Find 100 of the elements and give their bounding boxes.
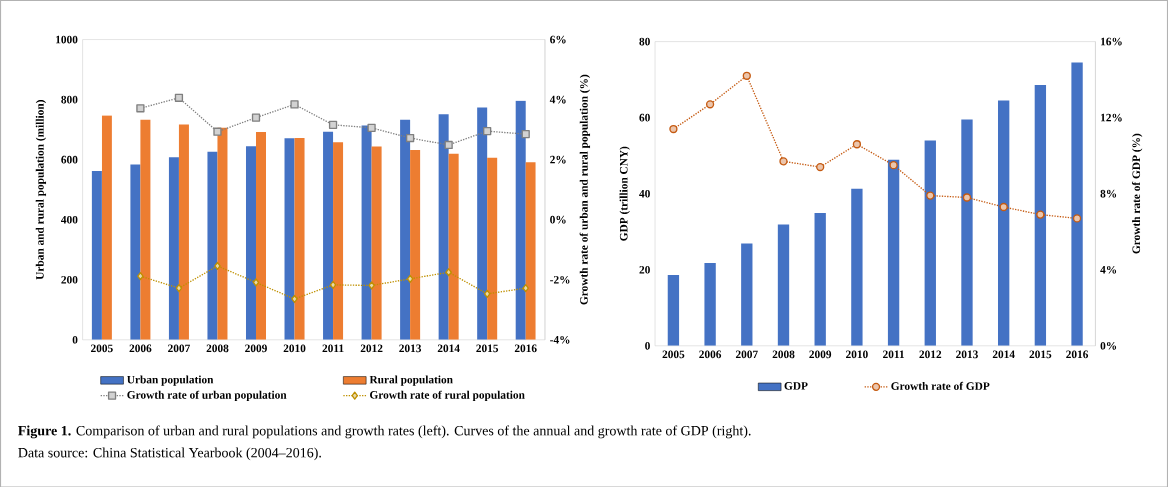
point xyxy=(522,283,529,293)
bar xyxy=(140,119,151,340)
x-tick-label: 2010 xyxy=(846,350,868,358)
point xyxy=(405,133,415,142)
x-tick-label: 2012 xyxy=(919,350,942,358)
bar xyxy=(777,224,790,346)
bar xyxy=(961,119,973,346)
legend-label: Growth rate of GDP xyxy=(891,381,990,390)
point xyxy=(137,271,144,281)
y2-tick-label: -2% xyxy=(550,275,570,284)
bar xyxy=(101,115,112,340)
y2-axis-title: Growth rate of urban and rural population (%) xyxy=(579,74,591,305)
point xyxy=(367,123,376,132)
bar xyxy=(1034,84,1047,346)
bar xyxy=(477,107,488,340)
point xyxy=(136,103,145,113)
y2-tick-label: 2% xyxy=(550,155,566,164)
bar xyxy=(91,170,102,340)
point xyxy=(779,157,788,166)
bar xyxy=(410,149,421,340)
x-tick-label: 2016 xyxy=(514,344,537,352)
legend-label: Growth rate of urban population xyxy=(127,390,287,401)
point xyxy=(669,124,678,133)
point xyxy=(291,294,298,303)
bar xyxy=(814,212,826,346)
y-axis-title: GDP (trillion CNY) xyxy=(619,146,630,241)
bar xyxy=(438,114,449,340)
bar xyxy=(361,125,372,340)
y-tick-label: 200 xyxy=(61,275,78,284)
point xyxy=(252,278,260,287)
point xyxy=(328,120,338,129)
x-tick-label: 2016 xyxy=(1066,350,1089,358)
bar xyxy=(741,243,753,346)
y-axis-title: Urban and rural population (million) xyxy=(35,99,47,280)
point xyxy=(290,100,299,109)
bar xyxy=(323,131,334,340)
point xyxy=(705,99,715,109)
y-tick-label: 40 xyxy=(639,189,650,198)
bar xyxy=(245,145,256,340)
x-tick-label: 2006 xyxy=(129,344,152,352)
point xyxy=(1036,210,1045,219)
x-tick-label: 2012 xyxy=(360,344,383,352)
y-tick-label: 1000 xyxy=(56,35,78,44)
bar xyxy=(207,151,218,340)
bar xyxy=(704,262,716,346)
point xyxy=(889,160,898,170)
x-tick-label: 2011 xyxy=(322,344,344,352)
y-tick-label: 60 xyxy=(639,113,650,122)
x-tick-label: 2005 xyxy=(91,344,113,352)
x-tick-label: 2015 xyxy=(1029,350,1052,358)
y2-tick-label: 8% xyxy=(1100,189,1117,198)
y2-tick-label: 0% xyxy=(1100,341,1117,350)
point xyxy=(742,71,751,80)
point xyxy=(214,261,221,270)
x-tick-label: 2014 xyxy=(437,344,460,352)
point xyxy=(483,126,492,136)
y-tick-label: 800 xyxy=(61,95,78,104)
bar xyxy=(400,119,411,340)
y-tick-label: 400 xyxy=(61,215,78,224)
legend-label: Urban population xyxy=(127,375,214,386)
bar xyxy=(371,146,382,340)
x-tick-label: 2008 xyxy=(206,344,229,352)
bar xyxy=(284,138,295,340)
x-tick-label: 2006 xyxy=(699,350,722,358)
y-tick-label: 600 xyxy=(61,155,78,164)
point xyxy=(483,289,491,298)
x-tick-label: 2009 xyxy=(245,344,267,352)
bar xyxy=(487,157,498,340)
legend-label: Rural population xyxy=(369,375,453,386)
y2-tick-label: 16% xyxy=(1101,37,1122,46)
y2-axis-title: Growth rate of GDP (%) xyxy=(1131,133,1143,254)
point xyxy=(406,274,414,283)
point xyxy=(445,267,452,277)
x-tick-label: 2014 xyxy=(992,350,1015,358)
bar xyxy=(255,131,266,340)
point xyxy=(926,191,935,200)
y2-tick-label: 0% xyxy=(550,215,566,224)
x-tick-label: 2008 xyxy=(772,350,795,358)
x-tick-label: 2007 xyxy=(735,350,758,358)
y2-tick-label: -4% xyxy=(550,335,570,344)
x-tick-label: 2009 xyxy=(809,350,832,358)
x-tick-label: 2011 xyxy=(883,350,905,358)
y2-tick-label: 4% xyxy=(1100,265,1117,274)
bar xyxy=(1071,62,1083,346)
source-note: Data source: China Statistical Yearbook (2004–2016). xyxy=(18,447,321,461)
point xyxy=(852,139,862,149)
bar xyxy=(168,157,179,340)
point xyxy=(368,281,375,290)
point xyxy=(999,202,1008,211)
bar xyxy=(217,127,228,340)
bar xyxy=(851,188,863,346)
point xyxy=(175,283,183,293)
bar xyxy=(515,100,526,340)
bar xyxy=(294,137,305,340)
x-tick-label: 2013 xyxy=(956,350,978,358)
y-tick-label: 20 xyxy=(639,265,650,274)
bar xyxy=(924,140,936,346)
text: Figure 1. Comparison of urban and rural populations and growth rates (left). Curves of the annual and growth rate of GDP (right). xyxy=(18,425,751,439)
bar xyxy=(887,159,900,346)
point xyxy=(329,280,337,289)
